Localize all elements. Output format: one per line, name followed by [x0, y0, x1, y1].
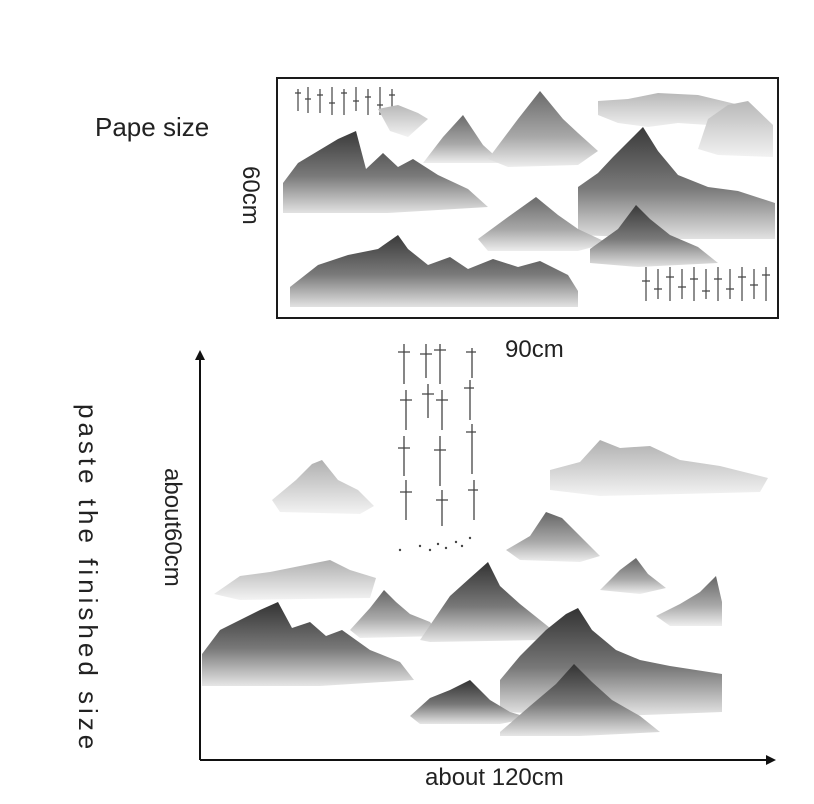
- mountain-shape: [656, 576, 722, 626]
- sheet-height-label: 60cm: [237, 166, 264, 225]
- mountain-shape: [590, 205, 718, 267]
- right-arrow-icon: [766, 755, 776, 765]
- sheet-artwork: [283, 87, 775, 307]
- finished-artwork: [202, 344, 768, 736]
- mountain-shape: [420, 562, 550, 642]
- mountain-shape: [698, 101, 773, 157]
- mountain-shape: [410, 680, 530, 724]
- bird-flock: [398, 536, 472, 552]
- finished-height-label: about60cm: [159, 468, 186, 587]
- calligraphy-mark: [642, 267, 770, 301]
- mountain-shape: [290, 235, 578, 307]
- mountain-shape: [578, 127, 775, 239]
- mountain-shape: [500, 664, 660, 736]
- mountain-shape: [350, 590, 440, 638]
- mountain-shape: [202, 602, 414, 686]
- finished-wall-artwork: [200, 340, 790, 760]
- finished-size-caption: paste the finished size: [73, 404, 103, 754]
- mountain-shape: [214, 560, 376, 600]
- sheet-width-label: 90cm: [505, 336, 564, 363]
- mountain-shape: [423, 115, 503, 163]
- calligraphy-mark: [295, 87, 395, 115]
- dimension-axes: [195, 350, 776, 765]
- sticker-sheet-preview: [276, 77, 779, 319]
- mountain-shape: [506, 512, 600, 562]
- paper-size-label: Pape size: [95, 112, 210, 142]
- mountain-shape: [488, 91, 598, 167]
- calligraphy-mark: [398, 344, 478, 526]
- up-arrow-icon: [195, 350, 205, 360]
- mountain-shape: [283, 131, 488, 213]
- mountain-shape: [378, 105, 428, 137]
- mountain-shape: [478, 197, 608, 251]
- mountain-shape: [600, 558, 666, 594]
- mountain-shape: [550, 440, 768, 496]
- finished-width-label: about 120cm: [425, 764, 564, 791]
- mountain-shape: [272, 460, 374, 514]
